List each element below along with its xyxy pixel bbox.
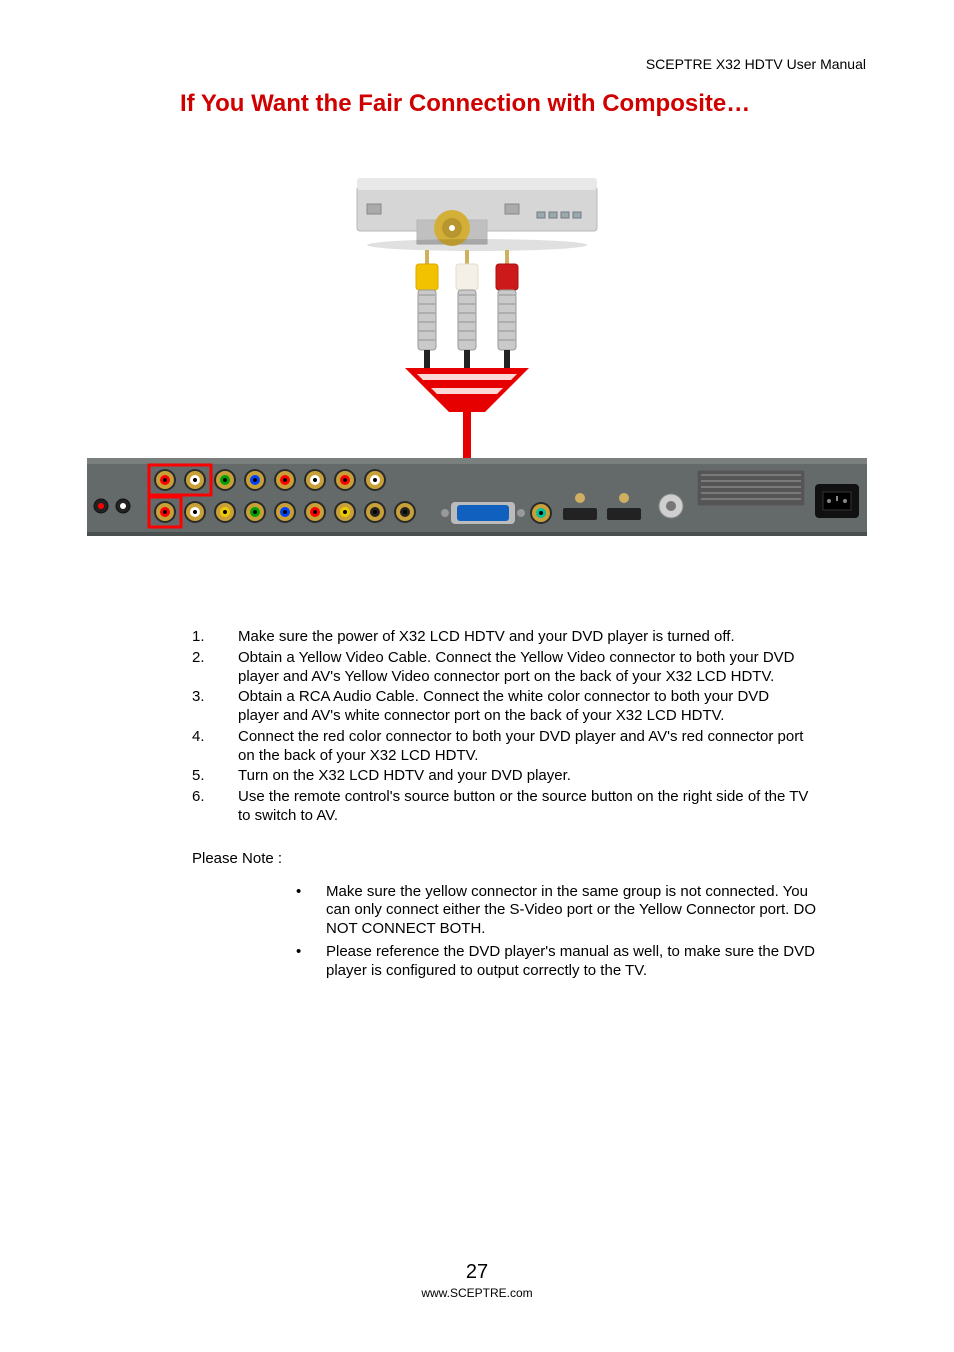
step-item: 1.Make sure the power of X32 LCD HDTV an…: [192, 628, 812, 647]
header-text: SCEPTRE X32 HDTV User Manual: [80, 56, 874, 72]
bullet-icon: •: [290, 883, 326, 939]
step-item: 2.Obtain a Yellow Video Cable. Connect t…: [192, 649, 812, 687]
step-text: Obtain a Yellow Video Cable. Connect the…: [238, 649, 812, 687]
note-text: Make sure the yellow connector in the sa…: [326, 883, 830, 939]
step-text: Turn on the X32 LCD HDTV and your DVD pl…: [238, 767, 812, 786]
step-number: 2.: [192, 649, 238, 687]
note-label: Please Note :: [192, 850, 874, 867]
step-number: 3.: [192, 688, 238, 726]
step-text: Obtain a RCA Audio Cable. Connect the wh…: [238, 688, 812, 726]
manual-page: SCEPTRE X32 HDTV User Manual If You Want…: [0, 0, 954, 1352]
step-item: 5.Turn on the X32 LCD HDTV and your DVD …: [192, 767, 812, 786]
connection-figure: [80, 158, 874, 558]
page-title: If You Want the Fair Connection with Com…: [180, 90, 874, 118]
step-number: 5.: [192, 767, 238, 786]
step-text: Use the remote control's source button o…: [238, 788, 812, 826]
footer-url: www.SCEPTRE.com: [0, 1286, 954, 1300]
step-number: 6.: [192, 788, 238, 826]
instruction-list: 1.Make sure the power of X32 LCD HDTV an…: [192, 628, 812, 826]
step-item: 4.Connect the red color connector to bot…: [192, 728, 812, 766]
step-number: 4.: [192, 728, 238, 766]
bullet-icon: •: [290, 943, 326, 981]
note-item: •Please reference the DVD player's manua…: [290, 943, 830, 981]
note-list: •Make sure the yellow connector in the s…: [290, 883, 830, 981]
step-text: Make sure the power of X32 LCD HDTV and …: [238, 628, 812, 647]
note-text: Please reference the DVD player's manual…: [326, 943, 830, 981]
step-number: 1.: [192, 628, 238, 647]
step-text: Connect the red color connector to both …: [238, 728, 812, 766]
note-item: •Make sure the yellow connector in the s…: [290, 883, 830, 939]
page-number: 27: [0, 1261, 954, 1284]
step-item: 6.Use the remote control's source button…: [192, 788, 812, 826]
step-item: 3.Obtain a RCA Audio Cable. Connect the …: [192, 688, 812, 726]
page-footer: 27 www.SCEPTRE.com: [0, 1261, 954, 1300]
